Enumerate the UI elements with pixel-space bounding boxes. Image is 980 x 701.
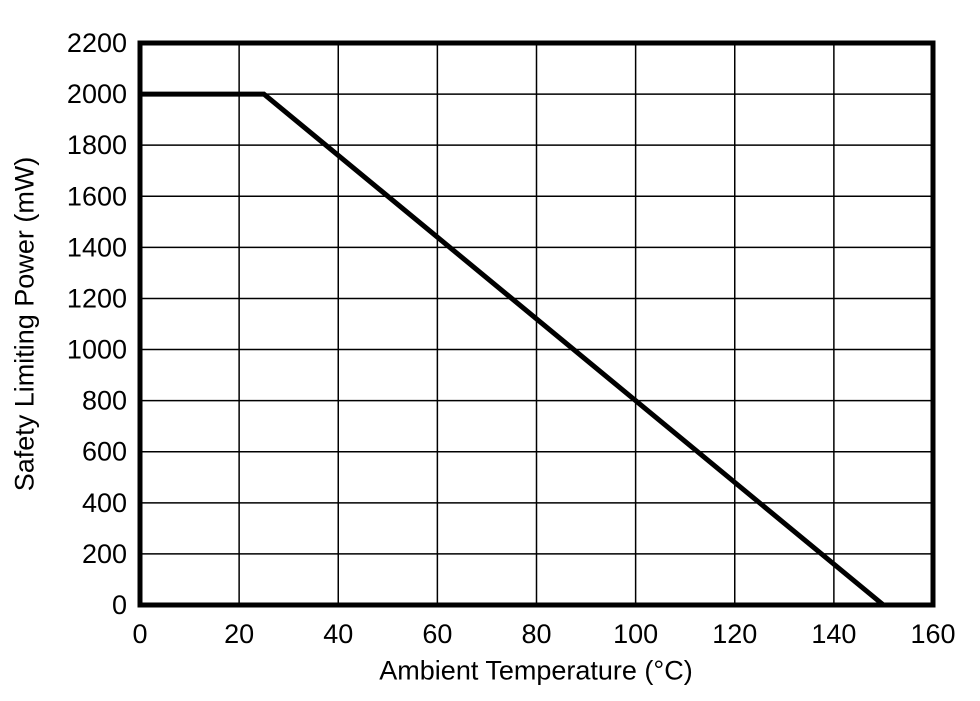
y-tick-label: 0: [112, 590, 127, 620]
y-tick-label: 1400: [67, 232, 127, 262]
y-tick-label: 800: [82, 386, 127, 416]
x-tick-label: 80: [521, 619, 551, 649]
y-tick-label: 2000: [67, 79, 127, 109]
x-tick-label: 40: [323, 619, 353, 649]
y-tick-label: 1600: [67, 181, 127, 211]
y-tick-label: 1000: [67, 335, 127, 365]
y-tick-label: 1800: [67, 130, 127, 160]
x-tick-label: 100: [613, 619, 658, 649]
x-tick-label: 160: [910, 619, 955, 649]
data-line: [140, 91, 886, 607]
x-tick-label: 0: [132, 619, 147, 649]
y-axis-label: Safety Limiting Power (mW): [9, 156, 40, 492]
y-tick-label: 400: [82, 488, 127, 518]
y-tick-label: 200: [82, 539, 127, 569]
x-axis-label: Ambient Temperature (°C): [379, 655, 693, 686]
x-tick-label: 20: [224, 619, 254, 649]
plot-border: [137, 40, 936, 608]
x-tick-label: 60: [422, 619, 452, 649]
x-tick-label: 120: [712, 619, 757, 649]
y-tick-label: 2200: [67, 28, 127, 58]
x-tick-label: 140: [811, 619, 856, 649]
y-tick-label: 1200: [67, 283, 127, 313]
y-tick-label: 600: [82, 437, 127, 467]
